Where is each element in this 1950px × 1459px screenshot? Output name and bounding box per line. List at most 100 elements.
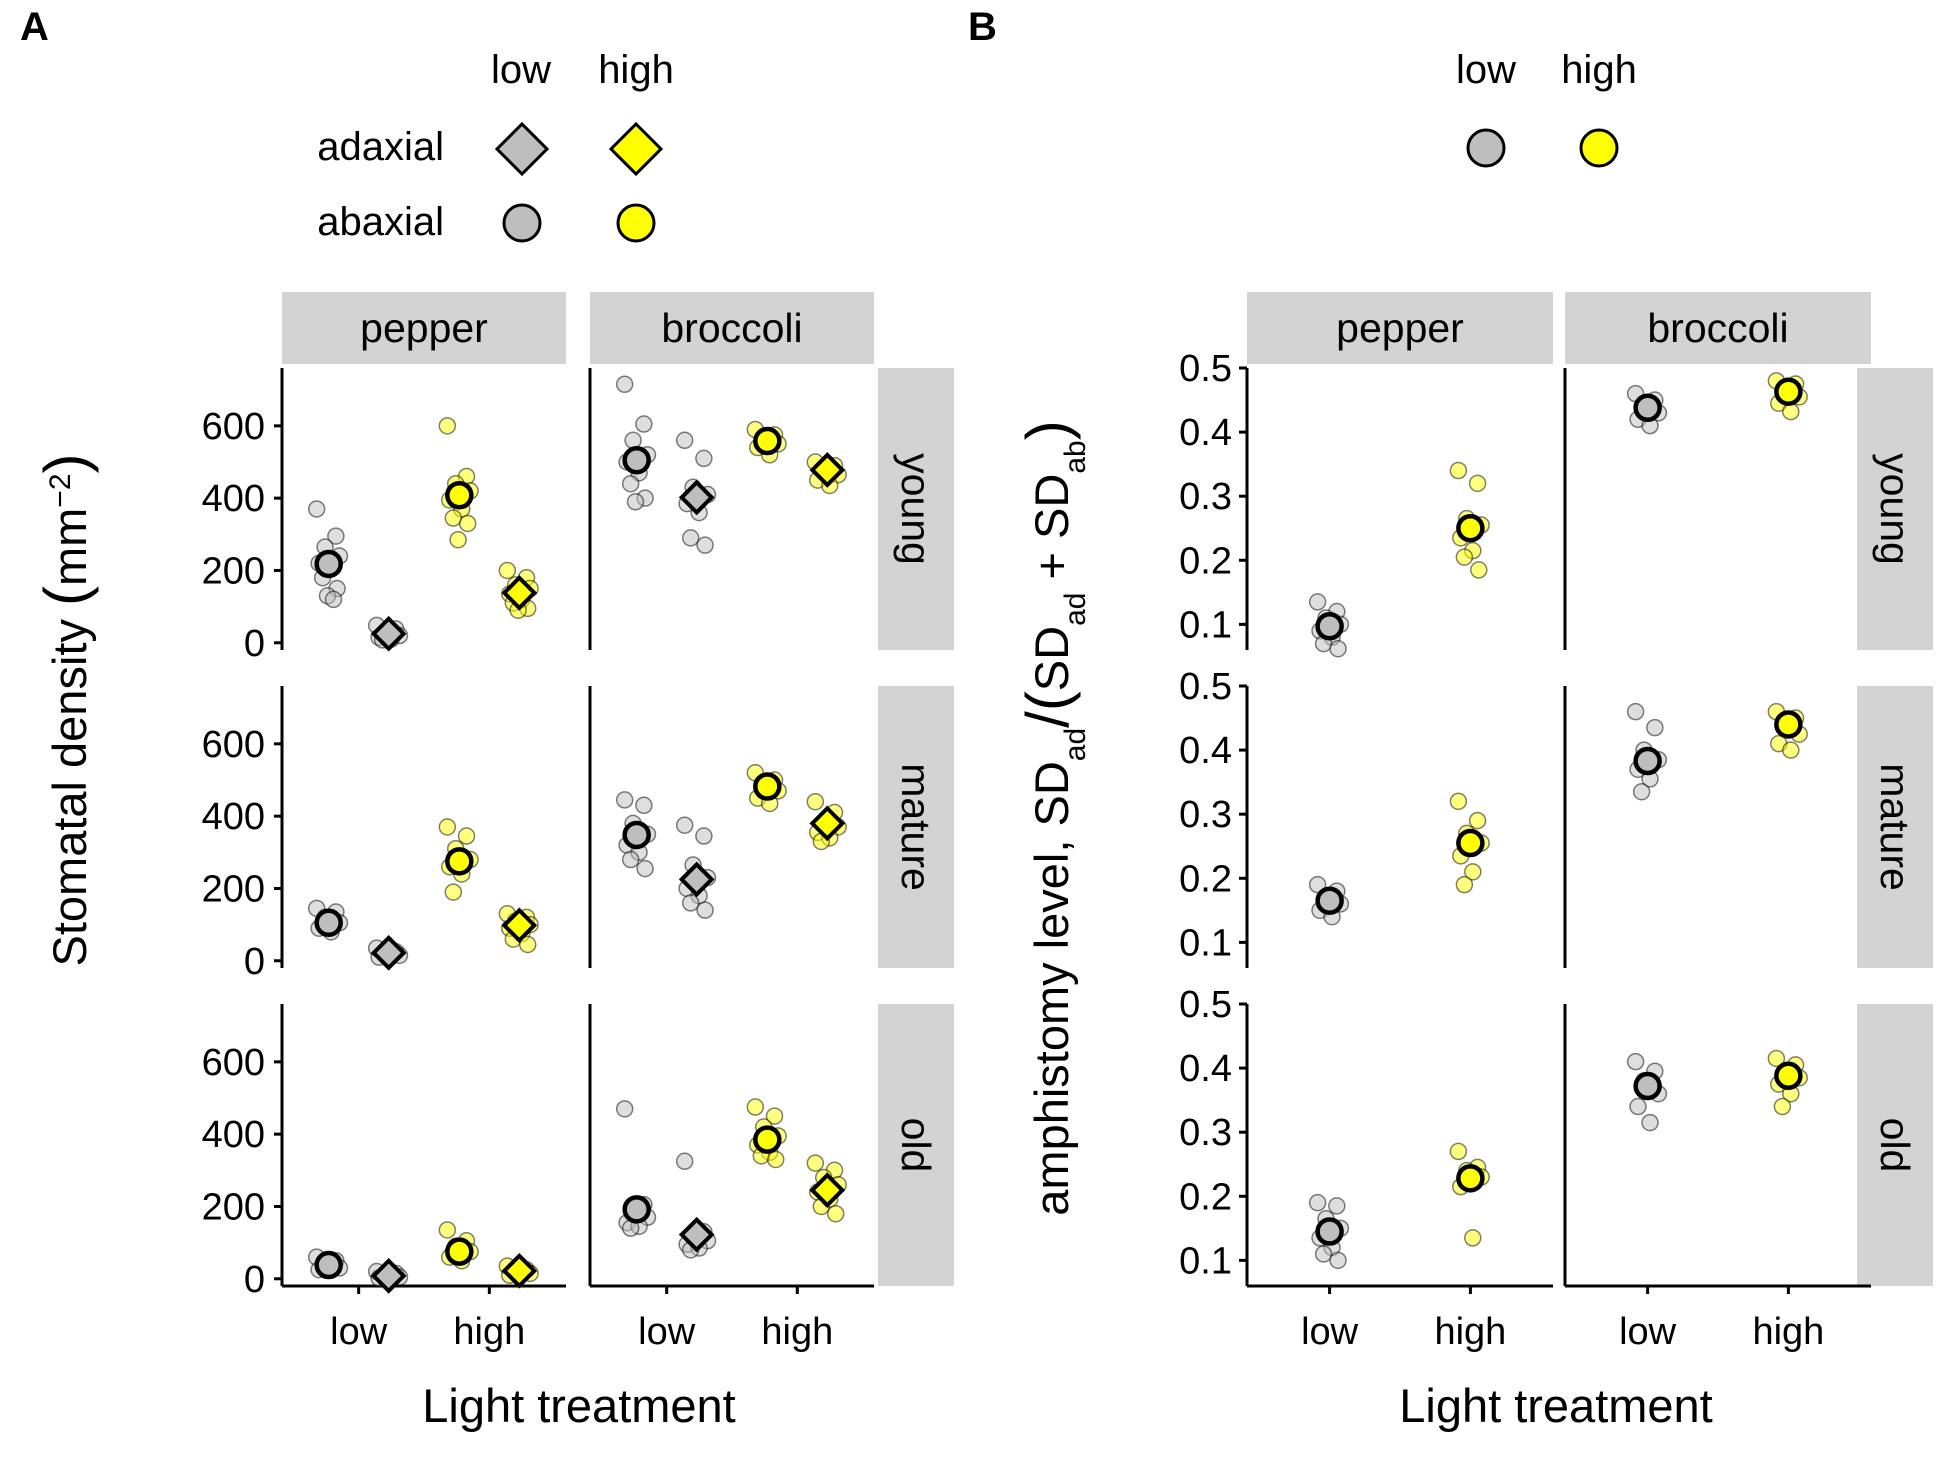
y-tick-label-b: 0.2 (1179, 858, 1232, 900)
mean-marker-circle (445, 1237, 474, 1266)
mean-marker-circle (753, 426, 782, 456)
data-point (681, 894, 700, 912)
x-tick-label-b-high: high (1752, 1311, 1824, 1353)
mean-marker-diamond (370, 1258, 407, 1294)
mean-marker-circle (622, 820, 651, 850)
mean-marker-diamond (678, 1216, 715, 1253)
y-tick-label-b: 0.4 (1179, 1048, 1232, 1090)
data-point (1468, 811, 1487, 830)
mean-marker-diamond (809, 452, 846, 488)
y-tick-label-b: 0.4 (1179, 412, 1232, 454)
y-tick-label-a: 400 (202, 796, 265, 838)
legend-a-row-abaxial: abaxial (317, 200, 444, 244)
y-tick-label-a: 0 (244, 1259, 265, 1301)
legend-b-col-low: low (1456, 48, 1516, 92)
data-point (1782, 402, 1800, 421)
panel-a-xlabel: Light treatment (422, 1379, 736, 1432)
legend-b-key-high (1579, 128, 1619, 168)
data-point (1449, 461, 1468, 480)
mean-marker-circle (622, 1195, 651, 1224)
row-strip-label-b-young: young (1872, 453, 1918, 565)
data-point (1314, 1245, 1333, 1263)
data-point (458, 514, 477, 533)
y-tick-label-b: 0.1 (1179, 1240, 1232, 1282)
y-tick-label-a: 200 (202, 1186, 265, 1228)
legend-b-key-low (1466, 128, 1506, 168)
y-tick-label-b: 0.3 (1179, 794, 1232, 836)
data-point (1468, 474, 1487, 493)
legend-b-col-high: high (1561, 48, 1637, 92)
data-point (1464, 863, 1482, 881)
data-point (696, 901, 714, 919)
data-point (1449, 1142, 1468, 1161)
data-point (1629, 1097, 1647, 1116)
data-point (1308, 1193, 1327, 1212)
mean-marker-circle (1774, 710, 1803, 739)
y-tick-label-a: 200 (202, 550, 265, 592)
data-point (826, 1204, 845, 1223)
mean-marker-circle (445, 481, 474, 510)
x-tick-label-a-low: low (330, 1311, 388, 1353)
legend-a-key-adaxial-high (608, 121, 664, 177)
data-point (444, 883, 463, 901)
y-tick-label-b: 0.4 (1179, 730, 1232, 772)
data-point (695, 449, 713, 468)
mean-marker-diamond (501, 907, 538, 944)
y-tick-label-b: 0.3 (1179, 1112, 1232, 1154)
legend-a-key-abaxial-low (502, 203, 542, 243)
mean-marker-circle (314, 908, 343, 938)
y-tick-label-a: 600 (202, 406, 265, 448)
y-tick-label-a: 0 (244, 941, 265, 983)
y-tick-label-b: 0.1 (1179, 922, 1232, 964)
data-point (675, 1152, 694, 1171)
x-tick-label-b-high: high (1434, 1311, 1506, 1353)
x-tick-label-a-high: high (453, 1311, 525, 1353)
data-point (324, 590, 343, 609)
strip-b-broccoli (1565, 292, 1871, 364)
data-point (1455, 548, 1474, 566)
mean-marker-diamond (678, 479, 715, 516)
y-tick-label-a: 400 (202, 1114, 265, 1156)
data-point (444, 509, 463, 527)
mean-marker-circle (445, 847, 474, 876)
mean-marker-circle (1633, 746, 1662, 776)
data-point (766, 1150, 785, 1169)
panel-b-xlabel: Light treatment (1399, 1379, 1713, 1432)
row-strip-a-mature (878, 686, 954, 968)
data-point (681, 529, 700, 547)
data-point (806, 792, 825, 811)
data-point (636, 859, 654, 878)
data-point (626, 493, 645, 511)
y-tick-label-a: 200 (202, 868, 265, 910)
data-point (1773, 1097, 1792, 1116)
data-point (1455, 875, 1474, 894)
data-point (615, 1100, 634, 1118)
data-point (746, 1098, 765, 1116)
mean-marker-diamond (370, 615, 407, 652)
data-point (635, 796, 653, 815)
legend-a-col-low: low (491, 48, 551, 92)
row-strip-label-a-young: young (893, 453, 939, 565)
data-point (675, 431, 694, 450)
panel-label-b: B (968, 5, 997, 49)
y-tick-label-b: 0.5 (1179, 984, 1232, 1026)
row-strip-label-b-old: old (1872, 1118, 1918, 1173)
data-point (635, 415, 653, 433)
mean-marker-diamond (370, 934, 407, 971)
data-point (1464, 1229, 1482, 1247)
row-strip-label-a-mature: mature (893, 763, 939, 891)
mean-marker-diamond (501, 1252, 538, 1289)
mean-marker-circle (1774, 1061, 1803, 1091)
data-point (1782, 741, 1800, 759)
row-strip-b-young (1857, 368, 1933, 650)
data-point (621, 474, 640, 493)
plot-area: pepper broccoli young mature old 0 200 400 600 0 2… (202, 292, 1933, 1353)
mean-marker-circle (314, 549, 343, 579)
data-point (1641, 1113, 1659, 1132)
data-point (327, 527, 345, 545)
legend-a-row-adaxial: adaxial (317, 125, 444, 169)
y-tick-label-a: 600 (202, 1042, 265, 1084)
data-point (1329, 639, 1347, 658)
strip-a-broccoli (590, 292, 874, 364)
